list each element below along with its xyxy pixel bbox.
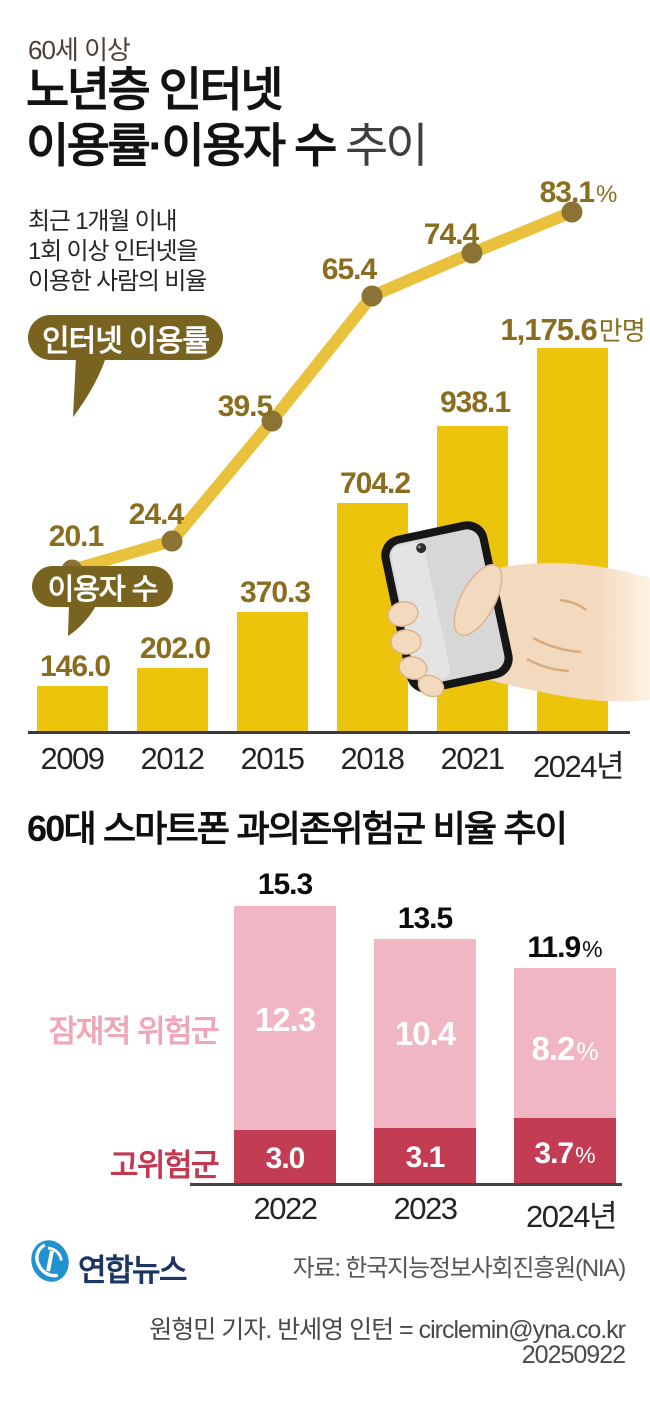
potential-bar-2024 [514, 968, 616, 1118]
high-bar-2024 [514, 1118, 616, 1185]
source-credit: 자료: 한국지능정보사회진흥원(NIA) [292, 1255, 627, 1282]
potential-bar-2022 [234, 906, 336, 1130]
title-line2-strong: 이용률·이용자 수 [26, 119, 337, 172]
badge-rate-tail [73, 357, 106, 417]
users-label-2018: 704.2 [339, 467, 411, 500]
rate-label-2015: 39.5 [217, 390, 273, 423]
high-bar-2023 [374, 1128, 476, 1185]
rate-label-2021: 74.4 [423, 218, 479, 251]
internet-usage-rate-badge: 인터넷 이용률 [28, 315, 223, 360]
x2-label-2024: 2024년 [526, 1199, 617, 1234]
page-title: 노년층 인터넷 이용률·이용자 수 추이 [26, 62, 428, 174]
rate-label-2009: 20.1 [48, 520, 104, 553]
date-stamp: 20250922 [521, 1341, 626, 1369]
x-label-2012: 2012 [140, 741, 205, 776]
title-line1: 노년층 인터넷 [26, 63, 284, 116]
rate-label-2012: 24.4 [128, 498, 184, 531]
yonhap-logo-icon [31, 1240, 69, 1282]
high-label-2022: 3.0 [265, 1142, 306, 1175]
badge-users-tail [68, 604, 97, 636]
total-label-2024: 11.9% [527, 931, 603, 964]
high-label-2024: 3.7% [534, 1137, 596, 1170]
x-label-2015: 2015 [240, 741, 305, 776]
x-axis-chart2 [190, 1183, 622, 1186]
total-label-2022: 15.3 [257, 868, 313, 901]
x2-label-2022: 2022 [253, 1191, 318, 1226]
kicker: 60세 이상 [28, 35, 131, 65]
users-count-badge: 이용자 수 [32, 566, 173, 607]
high-label-2023: 3.1 [405, 1141, 446, 1174]
hand-holding-phone-illustration [381, 521, 650, 702]
x-label-2024: 2024년 [533, 749, 624, 784]
users-label-2012: 202.0 [139, 632, 211, 665]
x-label-2018: 2018 [340, 741, 405, 776]
x-label-2009: 2009 [40, 741, 105, 776]
bar-2012 [137, 668, 208, 734]
users-label-2009: 146.0 [39, 650, 111, 683]
reporter-credit: 원형민 기자. 반세영 인턴 = circlemin@yna.co.kr [149, 1316, 626, 1344]
high-bar-2022 [234, 1130, 336, 1185]
x2-label-2023: 2023 [393, 1191, 458, 1226]
title-line2-light: 추이 [334, 119, 428, 172]
rate-line [66, 206, 578, 576]
users-label-2015: 370.3 [239, 576, 311, 609]
legend-high-risk: 고위험군 [109, 1148, 220, 1183]
bar-2009 [37, 686, 108, 734]
total-label-2023: 13.5 [397, 902, 453, 935]
legend-potential-risk: 잠재적 위험군 [48, 1014, 220, 1049]
bar-2015 [237, 612, 308, 734]
rate-line-and-illustration [61, 201, 650, 702]
potential-label-2024: 8.2% [531, 1030, 599, 1067]
thumb [453, 563, 503, 637]
rate-label-2024: 83.1% [539, 176, 618, 209]
brand-name: 연합뉴스 [78, 1253, 188, 1288]
users-label-2024: 1,175.6 만명 [500, 312, 645, 347]
x-label-2021: 2021 [440, 741, 505, 776]
users-label-2021: 938.1 [439, 386, 511, 419]
potential-bar-2023 [374, 939, 476, 1128]
x-axis-chart1 [28, 731, 630, 734]
potential-label-2022: 12.3 [254, 1001, 316, 1038]
potential-label-2023: 10.4 [394, 1015, 456, 1052]
rate-definition-note: 최근 1개월 이내 1회 이상 인터넷을 이용한 사람의 비율 [28, 208, 207, 295]
rate-label-2018: 65.4 [321, 253, 377, 286]
fingertips [387, 601, 445, 698]
chart2-title: 60대 스마트폰 과의존위험군 비율 추이 [27, 808, 568, 849]
